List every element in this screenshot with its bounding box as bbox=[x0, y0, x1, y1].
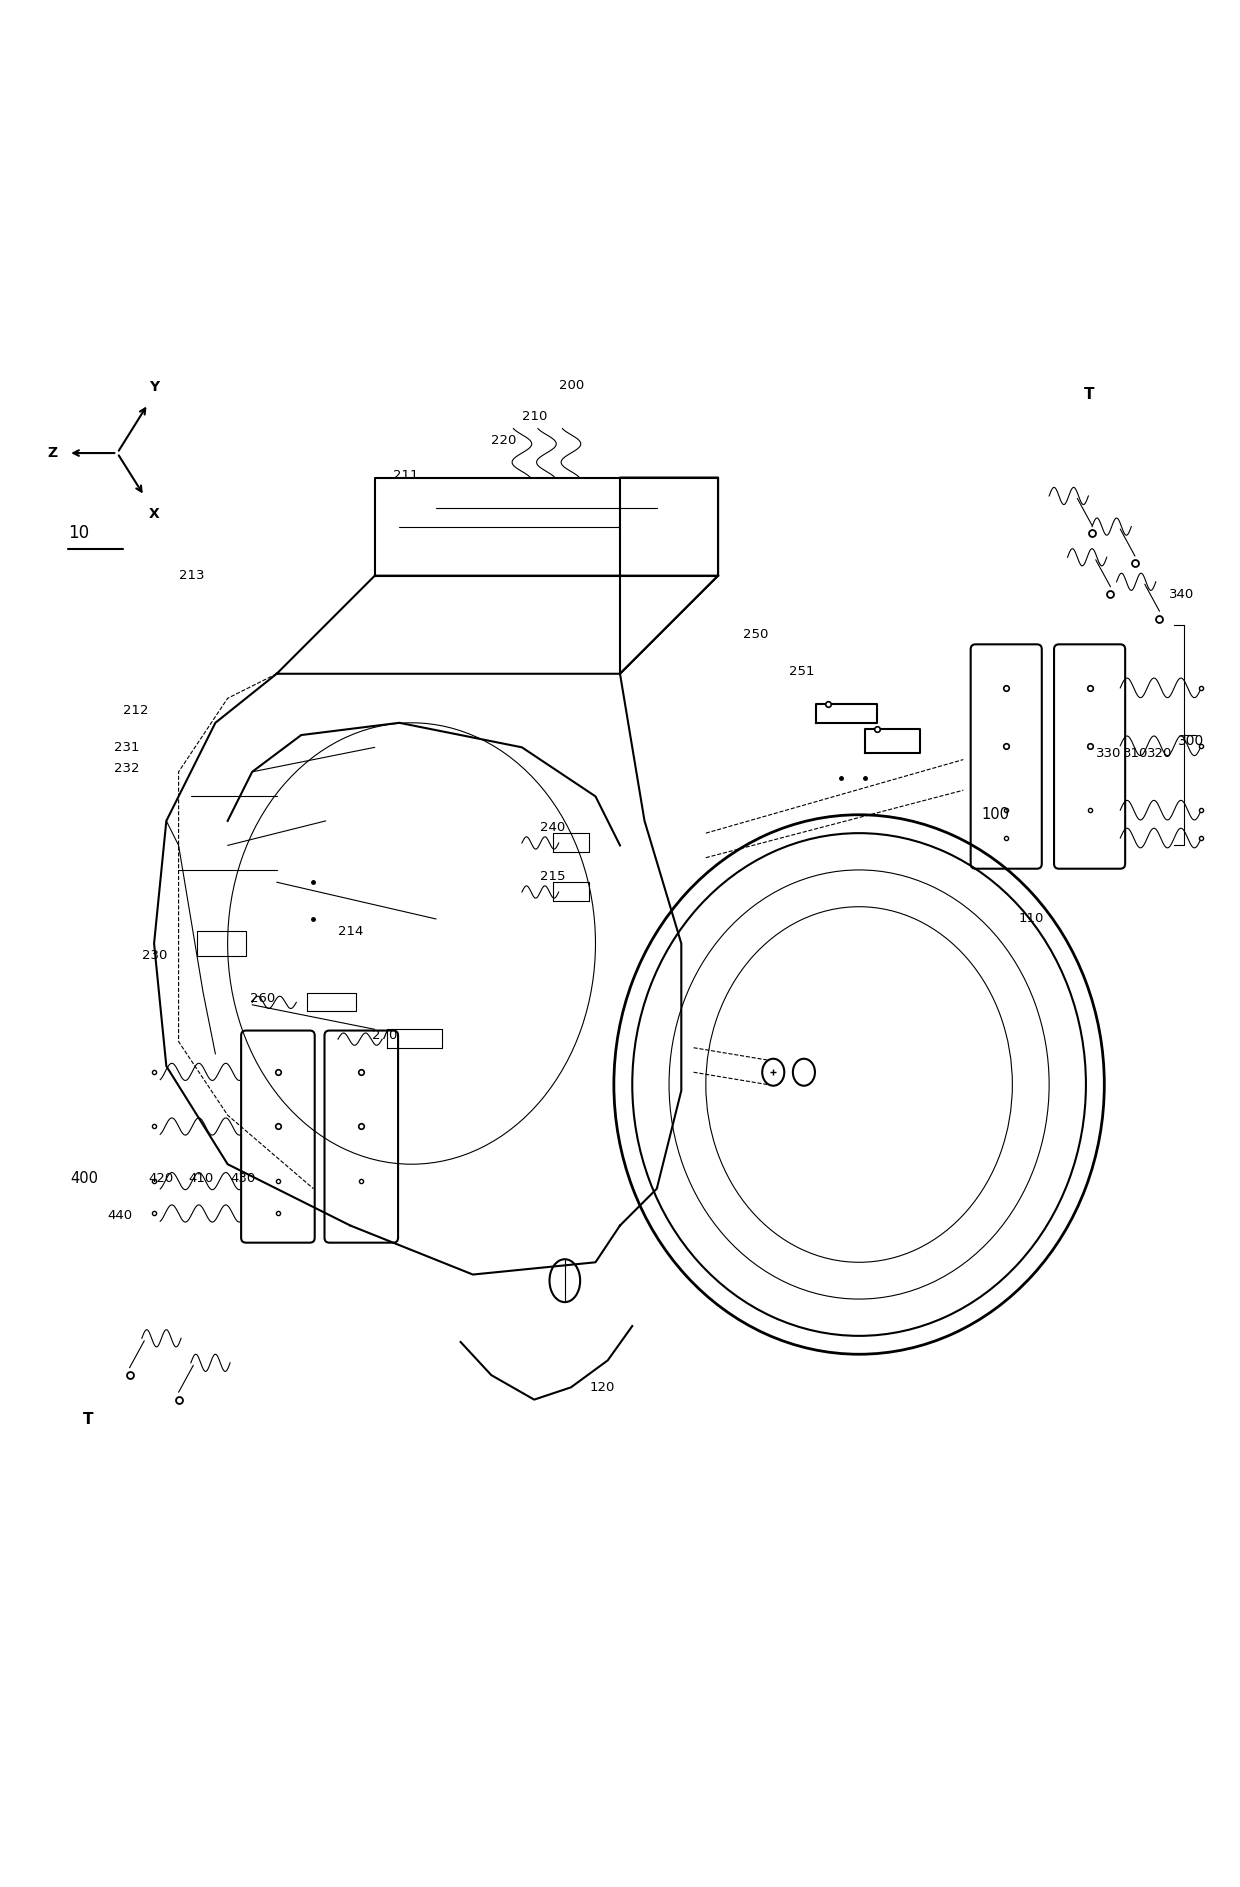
Text: 260: 260 bbox=[249, 993, 275, 1006]
Text: 213: 213 bbox=[179, 570, 205, 583]
Text: T: T bbox=[83, 1411, 93, 1427]
Text: 200: 200 bbox=[559, 379, 584, 392]
Text: 250: 250 bbox=[743, 628, 768, 642]
Text: 232: 232 bbox=[114, 762, 139, 776]
Text: T: T bbox=[1084, 387, 1094, 402]
Text: 251: 251 bbox=[789, 664, 815, 677]
Text: 100: 100 bbox=[982, 808, 1009, 823]
Text: 10: 10 bbox=[68, 525, 89, 542]
Text: 410: 410 bbox=[188, 1172, 213, 1185]
Text: 212: 212 bbox=[124, 704, 149, 717]
Text: 110: 110 bbox=[1018, 913, 1044, 925]
Text: X: X bbox=[149, 508, 160, 521]
Text: 440: 440 bbox=[108, 1210, 133, 1223]
Text: 211: 211 bbox=[393, 468, 419, 481]
Text: 230: 230 bbox=[141, 949, 167, 962]
Text: 330: 330 bbox=[1096, 747, 1121, 760]
Text: 420: 420 bbox=[148, 1172, 174, 1185]
Text: Z: Z bbox=[47, 445, 57, 460]
Text: 210: 210 bbox=[522, 409, 547, 423]
Text: 240: 240 bbox=[541, 821, 565, 834]
Text: 214: 214 bbox=[339, 925, 363, 938]
Text: 220: 220 bbox=[491, 434, 517, 447]
Text: 215: 215 bbox=[541, 870, 565, 883]
Text: 300: 300 bbox=[1178, 734, 1204, 747]
Text: 231: 231 bbox=[114, 742, 139, 753]
Text: 340: 340 bbox=[1169, 587, 1194, 600]
Text: 270: 270 bbox=[372, 1028, 398, 1042]
Text: 310: 310 bbox=[1122, 747, 1148, 760]
Text: Y: Y bbox=[149, 379, 159, 394]
Text: 320: 320 bbox=[1147, 747, 1173, 760]
Text: 430: 430 bbox=[231, 1172, 255, 1185]
Text: 400: 400 bbox=[71, 1172, 99, 1187]
Text: 120: 120 bbox=[589, 1381, 615, 1394]
